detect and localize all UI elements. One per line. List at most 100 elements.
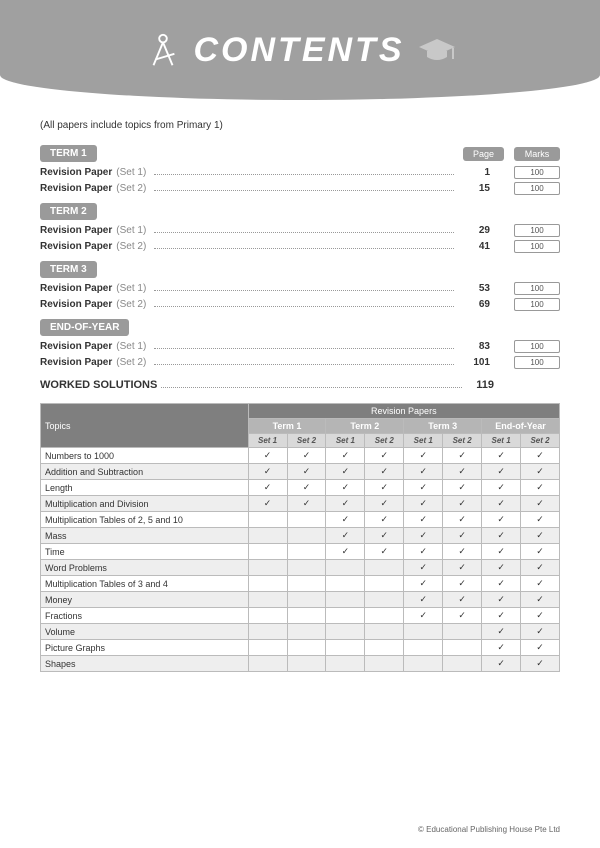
tick-cell: ✓ [248, 464, 287, 480]
tick-cell [248, 592, 287, 608]
term-pill: TERM 2 [40, 203, 97, 220]
tick-cell [287, 544, 326, 560]
tick-cell [443, 656, 482, 672]
set-head-cell: Set 2 [521, 434, 560, 448]
term-block: TERM 3Revision Paper(Set 1)53100Revision… [40, 261, 560, 311]
topic-name: Fractions [41, 608, 249, 624]
tick-cell: ✓ [365, 480, 404, 496]
tick-cell: ✓ [482, 464, 521, 480]
toc-entry: Revision Paper(Set 2)69100 [40, 298, 560, 311]
tick-cell [287, 576, 326, 592]
term-pill: TERM 1 [40, 145, 97, 162]
set-head-cell: Set 1 [482, 434, 521, 448]
tick-cell: ✓ [365, 528, 404, 544]
entry-set: (Set 1) [116, 283, 146, 294]
tick-cell: ✓ [521, 656, 560, 672]
tick-cell [287, 592, 326, 608]
entry-set: (Set 2) [116, 357, 146, 368]
tick-cell: ✓ [482, 544, 521, 560]
tick-cell: ✓ [521, 528, 560, 544]
tick-cell: ✓ [404, 560, 443, 576]
tick-cell: ✓ [365, 512, 404, 528]
tick-cell: ✓ [404, 544, 443, 560]
tick-cell: ✓ [404, 608, 443, 624]
tick-cell: ✓ [521, 576, 560, 592]
table-row: Volume✓✓ [41, 624, 560, 640]
set-head-cell: Set 2 [443, 434, 482, 448]
entry-page: 1 [462, 167, 490, 178]
tick-cell: ✓ [482, 592, 521, 608]
tick-cell: ✓ [443, 448, 482, 464]
tick-cell: ✓ [404, 480, 443, 496]
tick-cell [326, 560, 365, 576]
leader-dots [154, 357, 454, 365]
leader-dots [161, 380, 462, 388]
tick-cell: ✓ [404, 512, 443, 528]
copyright-text: © Educational Publishing House Pte Ltd [418, 825, 560, 834]
term-head: TERM 1 PageMarks [40, 145, 560, 162]
tick-cell [248, 624, 287, 640]
tick-cell [248, 640, 287, 656]
tick-cell [287, 608, 326, 624]
entry-page: 15 [462, 183, 490, 194]
set-head-cell: Set 1 [404, 434, 443, 448]
tick-cell [326, 576, 365, 592]
page-head: Page [463, 147, 504, 161]
entry-label: Revision Paper [40, 241, 112, 252]
entry-marks: 100 [514, 340, 560, 353]
tick-cell: ✓ [248, 496, 287, 512]
term-head: END-OF-YEAR [40, 319, 560, 336]
tick-cell: ✓ [404, 528, 443, 544]
topic-name: Multiplication Tables of 3 and 4 [41, 576, 249, 592]
table-row: Addition and Subtraction✓✓✓✓✓✓✓✓ [41, 464, 560, 480]
entry-marks: 100 [514, 182, 560, 195]
table-row: Fractions✓✓✓✓ [41, 608, 560, 624]
tick-cell: ✓ [482, 560, 521, 576]
entry-label: Revision Paper [40, 183, 112, 194]
topic-name: Money [41, 592, 249, 608]
graduation-cap-icon [417, 35, 457, 65]
leader-dots [154, 299, 454, 307]
tick-cell: ✓ [404, 448, 443, 464]
tick-cell: ✓ [404, 464, 443, 480]
tick-cell: ✓ [521, 640, 560, 656]
topic-name: Shapes [41, 656, 249, 672]
term-head-cell: End-of-Year [482, 419, 560, 434]
tick-cell: ✓ [287, 464, 326, 480]
term-block: END-OF-YEARRevision Paper(Set 1)83100Rev… [40, 319, 560, 369]
tick-cell [365, 624, 404, 640]
tick-cell [287, 528, 326, 544]
entry-set: (Set 1) [116, 225, 146, 236]
tick-cell: ✓ [443, 480, 482, 496]
tick-cell: ✓ [482, 512, 521, 528]
topic-name: Volume [41, 624, 249, 640]
tick-cell: ✓ [521, 496, 560, 512]
tick-cell [326, 656, 365, 672]
tick-cell: ✓ [443, 464, 482, 480]
tick-cell: ✓ [521, 608, 560, 624]
tick-cell: ✓ [482, 608, 521, 624]
entry-label: Revision Paper [40, 357, 112, 368]
tick-cell: ✓ [482, 496, 521, 512]
set-head-cell: Set 2 [287, 434, 326, 448]
topic-name: Mass [41, 528, 249, 544]
term-head-cell: Term 2 [326, 419, 404, 434]
table-row: Length✓✓✓✓✓✓✓✓ [41, 480, 560, 496]
topic-name: Multiplication and Division [41, 496, 249, 512]
column-heads: PageMarks [463, 147, 560, 161]
topics-table: TopicsRevision PapersTerm 1Term 2Term 3E… [40, 403, 560, 672]
entry-marks: 100 [514, 240, 560, 253]
toc-entry: Revision Paper(Set 2)41100 [40, 240, 560, 253]
worked-page: 119 [466, 379, 494, 391]
set-head-cell: Set 1 [248, 434, 287, 448]
toc-entry: Revision Paper(Set 1)1100 [40, 166, 560, 179]
entry-marks: 100 [514, 166, 560, 179]
topic-name: Length [41, 480, 249, 496]
tick-cell: ✓ [521, 480, 560, 496]
entry-set: (Set 1) [116, 167, 146, 178]
table-row: Shapes✓✓ [41, 656, 560, 672]
term-head-cell: Term 1 [248, 419, 326, 434]
tick-cell: ✓ [287, 496, 326, 512]
tick-cell [365, 592, 404, 608]
set-head-cell: Set 1 [326, 434, 365, 448]
